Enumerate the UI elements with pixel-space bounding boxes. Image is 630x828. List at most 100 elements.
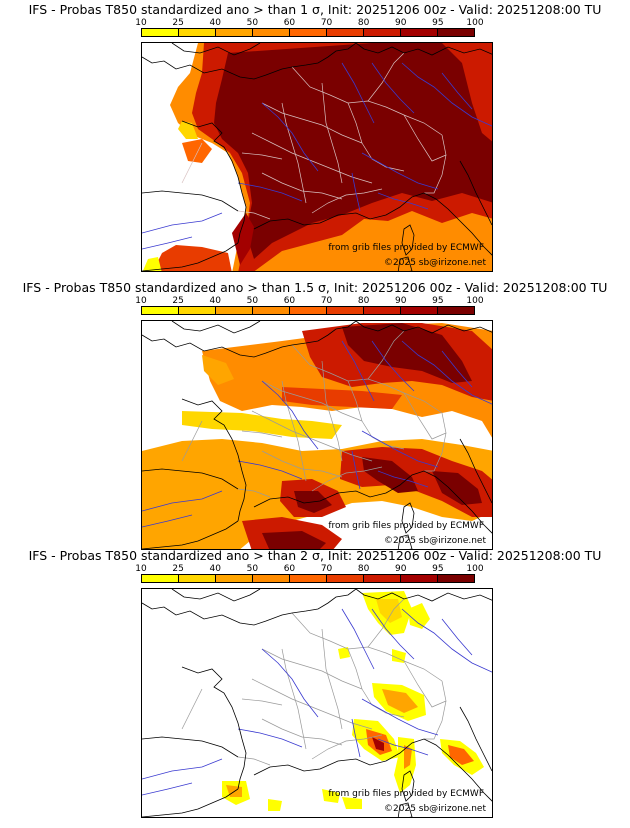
probability-area <box>342 323 472 383</box>
map-panel-1: IFS - Probas T850 standardized ano > tha… <box>0 2 630 272</box>
river <box>341 340 375 402</box>
scale-tick-label: 70 <box>320 564 333 574</box>
river <box>401 62 492 127</box>
probability-area <box>178 121 198 139</box>
scale-color-segment <box>290 29 327 36</box>
coastline <box>181 120 247 244</box>
coastline <box>459 160 492 226</box>
river <box>351 172 361 212</box>
coastline <box>142 589 357 626</box>
scale-tick-label: 50 <box>246 564 259 574</box>
admin-border <box>311 188 383 214</box>
scale-color-segment <box>253 29 290 36</box>
grib-credit: from grib files provided by ECMWF <box>328 521 484 531</box>
admin-border <box>424 412 447 472</box>
scale-color-segment <box>253 307 290 314</box>
river <box>341 62 375 124</box>
river <box>351 450 361 490</box>
scale-color-segment <box>179 29 216 36</box>
panel-title: IFS - Probas T850 standardized ano > tha… <box>28 548 602 563</box>
coastline <box>355 43 492 56</box>
scale-tick-label: 95 <box>432 18 444 28</box>
scale-labels: 10 25 40 50 60 70 80 90 95 100 <box>135 18 483 28</box>
river <box>351 718 361 758</box>
probability-area <box>382 689 418 713</box>
admin-border <box>281 102 307 204</box>
scale-tick-label: 25 <box>172 18 184 28</box>
panel-title: IFS - Probas T850 standardized ano > tha… <box>28 2 602 17</box>
scale-tick-label: 60 <box>283 296 296 306</box>
scale-color-segment <box>401 575 438 582</box>
river <box>441 618 473 656</box>
probability-area <box>268 799 282 811</box>
admin-border <box>261 380 363 422</box>
scale-color-segment <box>401 29 438 36</box>
coastline <box>171 321 261 334</box>
scale-tick-label: 40 <box>209 564 221 574</box>
admin-border <box>241 698 283 706</box>
scale-color-segment <box>364 307 401 314</box>
admin-border <box>367 330 405 380</box>
coastline <box>171 43 261 56</box>
scale-color-segment <box>216 29 253 36</box>
coastline <box>355 589 492 602</box>
probability-map: from grib files provided by ECMWF ©2025 … <box>141 42 493 272</box>
coastline <box>181 666 247 790</box>
probability-area <box>282 387 402 409</box>
river <box>377 738 429 756</box>
probability-area <box>214 43 492 259</box>
admin-border <box>311 734 383 760</box>
scale-color-segment <box>438 575 474 582</box>
coastline <box>459 706 492 772</box>
river <box>361 698 439 736</box>
scale-color-segment <box>438 307 474 314</box>
river <box>401 608 492 673</box>
admin-border <box>403 660 447 708</box>
scale-color-segment <box>142 575 179 582</box>
scale-color-segment <box>327 307 364 314</box>
grib-credit: from grib files provided by ECMWF <box>328 243 484 253</box>
river <box>261 380 319 450</box>
river <box>341 608 375 670</box>
scale-tick-label: 100 <box>466 18 484 28</box>
coastline <box>253 738 492 802</box>
river <box>361 152 439 190</box>
probability-scale: 10 25 40 50 60 70 80 90 95 100 <box>135 18 484 40</box>
river <box>237 728 303 748</box>
admin-border <box>251 410 373 462</box>
scale-tick-label: 95 <box>432 564 444 574</box>
admin-border <box>181 420 203 462</box>
scale-color-segment <box>438 29 474 36</box>
map-panel-2: IFS - Probas T850 standardized ano > tha… <box>0 280 630 550</box>
river <box>261 102 319 172</box>
scale-labels: 10 25 40 50 60 70 80 90 95 100 <box>135 296 483 306</box>
river <box>237 460 303 480</box>
island-coastline <box>397 534 413 549</box>
scale-tick-label: 70 <box>320 296 333 306</box>
map-canvas <box>142 589 492 817</box>
probability-area <box>376 599 402 623</box>
scale-tick-label: 70 <box>320 18 333 28</box>
probability-area <box>322 789 340 803</box>
scale-tick-label: 60 <box>283 564 296 574</box>
scale-color-segment <box>290 575 327 582</box>
probability-area <box>262 531 326 549</box>
admin-border <box>237 488 271 498</box>
probability-area <box>153 245 232 271</box>
probability-area <box>338 647 350 659</box>
admin-border <box>181 142 203 184</box>
coastline <box>181 398 247 522</box>
probability-area <box>182 411 342 439</box>
admin-border <box>241 430 283 438</box>
admin-border <box>321 360 343 462</box>
admin-border <box>321 82 343 184</box>
admin-border <box>241 152 283 160</box>
scale-tick-label: 25 <box>172 564 184 574</box>
river <box>371 608 415 660</box>
river <box>371 340 415 392</box>
island-coastline <box>401 502 415 534</box>
admin-border <box>237 210 271 220</box>
admin-border <box>424 134 447 194</box>
scale-tick-label: 95 <box>432 296 444 306</box>
river <box>361 430 439 468</box>
